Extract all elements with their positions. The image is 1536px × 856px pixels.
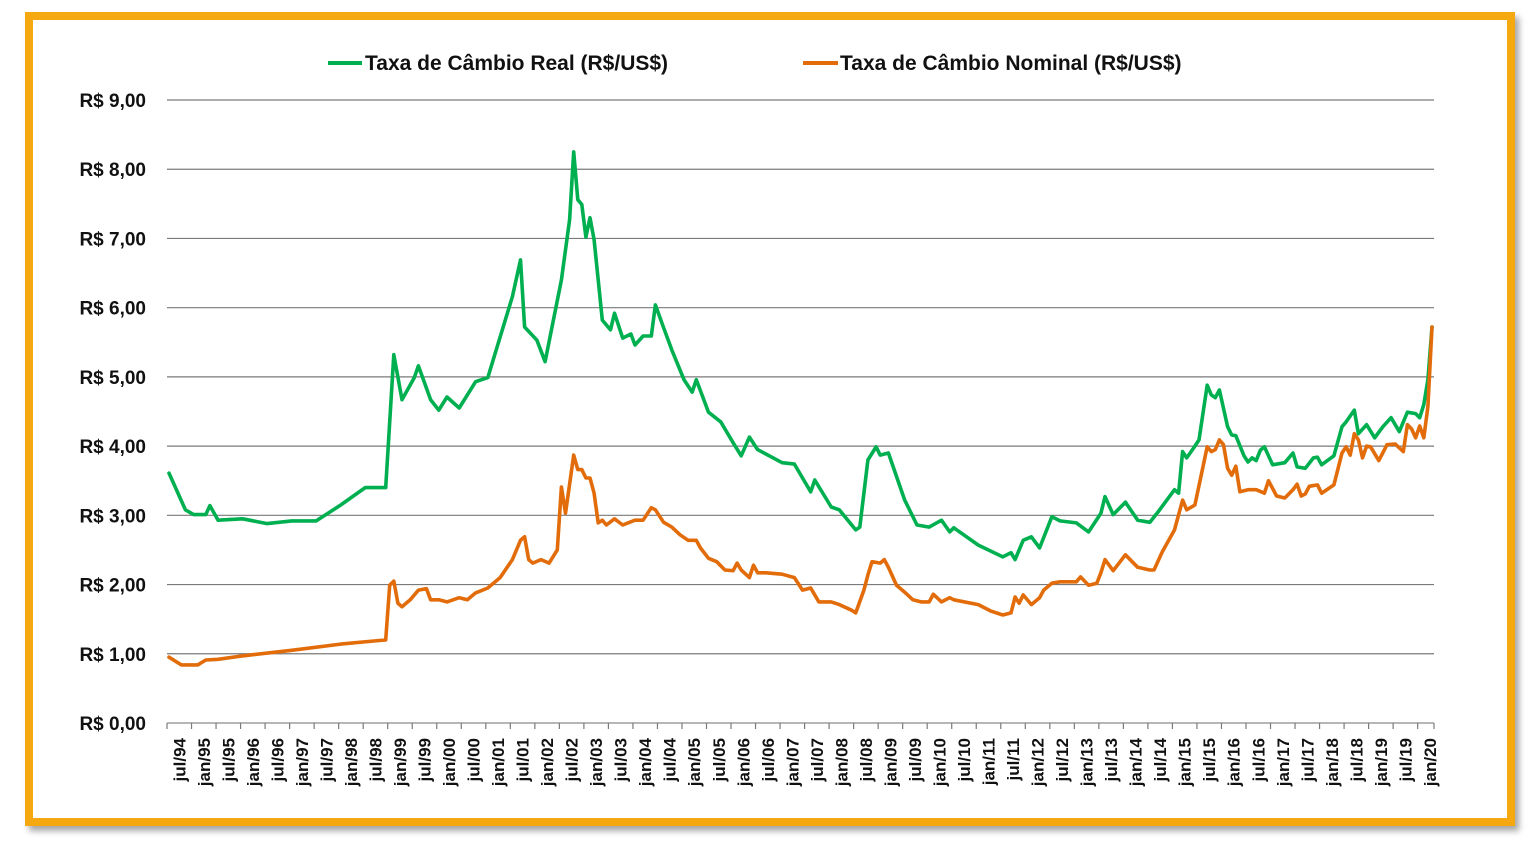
- y-tick-label: R$ 7,00: [79, 229, 146, 250]
- y-tick-label: R$ 9,00: [79, 91, 146, 112]
- x-tick-label: jan/07: [783, 738, 802, 787]
- x-tick-label: jul/14: [1151, 737, 1170, 782]
- x-tick-label: jul/08: [857, 738, 876, 782]
- x-tick-label: jan/10: [930, 738, 949, 787]
- x-tick-label: jul/01: [514, 738, 533, 782]
- x-tick-label: jan/11: [980, 738, 999, 786]
- x-tick-label: jul/02: [563, 738, 582, 782]
- x-tick-label: jan/14: [1127, 737, 1146, 787]
- x-tick-label: jul/10: [955, 738, 974, 782]
- x-tick-label: jan/20: [1421, 738, 1440, 787]
- x-tick-label: jan/06: [734, 738, 753, 787]
- series-line-nominal: [167, 325, 1434, 667]
- x-tick-label: jan/03: [587, 738, 606, 787]
- x-tick-label: jan/12: [1029, 738, 1048, 787]
- x-tick-label: jan/09: [881, 738, 900, 787]
- x-tick-label: jan/13: [1078, 738, 1097, 787]
- x-tick-label: jul/99: [415, 738, 434, 782]
- x-tick-label: jul/00: [465, 738, 484, 782]
- x-axis: jul/94 jan/95 jul/95 jan/96 jul/96 jan/97 jul/…: [166, 723, 1440, 787]
- legend: Taxa de Câmbio Real (R$/US$) Taxa de Câm…: [328, 52, 1182, 75]
- y-tick-label: R$ 4,00: [79, 437, 146, 458]
- x-tick-label: jul/13: [1102, 738, 1121, 782]
- x-tick-label: jan/18: [1323, 738, 1342, 787]
- x-tick-label: jul/94: [170, 737, 189, 782]
- x-tick-label: jul/16: [1249, 738, 1268, 782]
- series-lines: [167, 150, 1434, 667]
- y-tick-label: R$ 2,00: [79, 576, 146, 597]
- y-tick-label: R$ 8,00: [79, 160, 146, 181]
- x-tick-label: jul/07: [808, 738, 827, 782]
- x-tick-label: jan/15: [1176, 738, 1195, 787]
- legend-label-real: Taxa de Câmbio Real (R$/US$): [365, 52, 668, 75]
- x-tick-label: jan/95: [195, 738, 214, 787]
- x-tick-label: jul/03: [612, 738, 631, 782]
- gridlines: [167, 99, 1434, 724]
- x-tick-label: jul/98: [366, 738, 385, 782]
- x-tick-label: jan/19: [1372, 738, 1391, 787]
- x-tick-label: jan/99: [391, 738, 410, 787]
- x-tick-label: jan/08: [832, 738, 851, 787]
- x-tick-label: jul/05: [710, 738, 729, 782]
- x-tick-label: jan/98: [342, 738, 361, 787]
- x-tick-label: jul/09: [906, 738, 925, 782]
- x-tick-label: jul/17: [1298, 738, 1317, 782]
- x-tick-label: jan/96: [244, 738, 263, 787]
- x-tick-label: jul/12: [1053, 738, 1072, 782]
- x-tick-label: jul/96: [268, 738, 287, 782]
- y-tick-label: R$ 1,00: [79, 645, 146, 666]
- x-tick-label: jan/17: [1274, 738, 1293, 787]
- x-tick-label: jul/18: [1347, 738, 1366, 782]
- x-tick-label: jan/00: [440, 738, 459, 787]
- y-tick-label: R$ 0,00: [79, 714, 146, 735]
- x-tick-label: jan/16: [1225, 738, 1244, 787]
- y-tick-label: R$ 5,00: [79, 368, 146, 389]
- x-tick-label: jul/15: [1200, 738, 1219, 782]
- x-tick-label: jan/01: [489, 738, 508, 787]
- x-tick-label: jan/97: [293, 738, 312, 787]
- x-tick-label: jul/11: [1004, 738, 1023, 782]
- legend-label-nominal: Taxa de Câmbio Nominal (R$/US$): [840, 52, 1182, 75]
- x-tick-label: jan/02: [538, 738, 557, 787]
- x-tick-label: jul/06: [759, 738, 778, 782]
- x-tick-label: jul/95: [219, 738, 238, 782]
- chart-frame: [25, 12, 1515, 826]
- series-line-real: [167, 150, 1434, 562]
- y-axis: R$ 0,00 R$ 1,00 R$ 2,00 R$ 3,00 R$ 4,00 R$ 5,…: [79, 91, 146, 735]
- x-tick-label: jan/04: [636, 737, 655, 787]
- x-tick-label: jan/05: [685, 738, 704, 787]
- y-tick-label: R$ 6,00: [79, 299, 146, 320]
- y-tick-label: R$ 3,00: [79, 506, 146, 527]
- x-tick-label: jul/19: [1396, 738, 1415, 782]
- x-tick-label: jul/04: [661, 737, 680, 782]
- x-tick-label: jul/97: [317, 738, 336, 782]
